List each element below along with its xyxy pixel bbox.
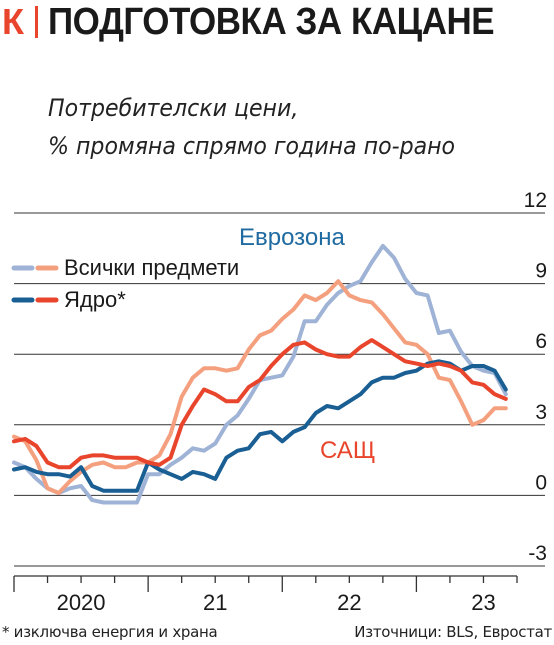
y-tick-label: 12: [524, 189, 547, 212]
chart-headline: ПОДГОТОВКА ЗА КАЦАНЕ: [48, 1, 495, 43]
brand-logo: К: [2, 1, 24, 42]
y-tick-label: 0: [535, 471, 547, 494]
chart-source: Източници: BLS, Евростат: [354, 623, 552, 641]
y-tick-label: 3: [535, 401, 547, 424]
brand-divider: [35, 6, 38, 38]
x-tick-label: 21: [203, 590, 227, 615]
annotation-us: САЩ: [320, 437, 375, 464]
us-all-items-line: [12, 279, 508, 495]
y-tick-label: -3: [528, 542, 547, 565]
chart-subtitle-line2: % промяна спрямо година по-рано: [48, 132, 456, 160]
eurozone-all-items-line: [12, 243, 508, 505]
legend-label-core: Ядро*: [64, 287, 126, 312]
x-tick-label: 23: [471, 590, 495, 615]
x-tick-label: 2020: [57, 590, 106, 615]
y-tick-label: 6: [535, 330, 547, 353]
legend-label-all-items: Всички предмети: [64, 255, 239, 280]
chart-footnote: * изключва енергия и храна: [2, 623, 218, 641]
y-tick-label: 9: [535, 260, 547, 283]
us-core-line: [12, 338, 508, 470]
annotation-eurozone: Еврозона: [239, 224, 346, 251]
x-tick-label: 22: [337, 590, 361, 615]
chart-subtitle-line1: Потребителски цени,: [48, 94, 299, 122]
